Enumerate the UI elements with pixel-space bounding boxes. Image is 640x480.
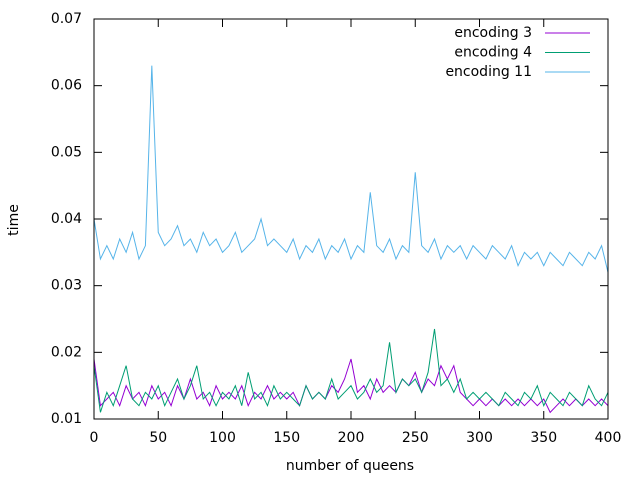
y-tick-label: 0.04 <box>51 211 82 227</box>
x-tick-label: 350 <box>530 430 557 446</box>
y-tick-label: 0.03 <box>51 278 82 294</box>
series-line <box>93 358 609 414</box>
y-tick-label: 0.05 <box>51 144 82 160</box>
x-tick-label: 200 <box>338 430 365 446</box>
x-tick-label: 400 <box>595 430 622 446</box>
x-tick-label: 50 <box>149 430 167 446</box>
x-tick-label: 300 <box>466 430 493 446</box>
x-tick-label: 150 <box>273 430 300 446</box>
x-tick-label: 100 <box>209 430 236 446</box>
y-tick-label: 0.01 <box>51 411 82 427</box>
legend-label: encoding 3 <box>454 25 532 41</box>
y-tick-label: 0.06 <box>51 78 82 94</box>
legend-label: encoding 4 <box>454 45 532 61</box>
x-tick-label: 0 <box>90 430 99 446</box>
x-axis-label: number of queens <box>286 458 414 474</box>
series-line <box>93 65 609 273</box>
series-line <box>93 328 609 413</box>
y-axis-label: time <box>6 204 22 236</box>
x-tick-label: 250 <box>402 430 429 446</box>
legend-label: encoding 11 <box>445 64 532 80</box>
plot-border <box>93 18 609 420</box>
y-tick-label: 0.02 <box>51 344 82 360</box>
y-tick-label: 0.07 <box>51 11 82 27</box>
